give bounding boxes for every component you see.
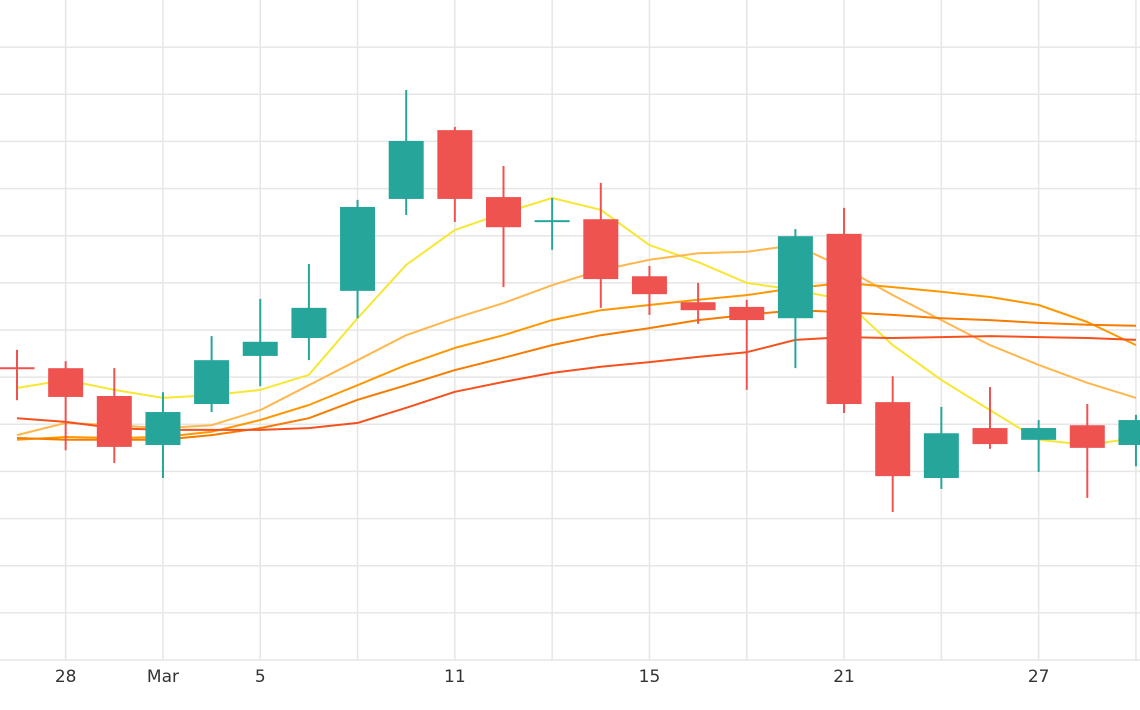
candle-body xyxy=(437,130,473,199)
candle-body xyxy=(923,433,959,479)
x-tick-label: 28 xyxy=(55,667,77,687)
moving-average-line xyxy=(16,309,1137,441)
x-tick-label: 27 xyxy=(1028,667,1050,687)
candle-body xyxy=(486,197,521,228)
moving-average-line xyxy=(16,335,1137,431)
candle-body xyxy=(583,219,619,280)
candle-body xyxy=(96,396,132,447)
moving-average-line xyxy=(16,244,1137,437)
candle-body xyxy=(194,360,230,405)
x-tick-label: 15 xyxy=(639,667,661,687)
candle-body xyxy=(972,428,1008,445)
candle-body xyxy=(777,236,813,319)
x-tick-label: 21 xyxy=(833,667,855,687)
candle-body xyxy=(388,140,424,199)
candle-body xyxy=(242,341,278,356)
candle-body xyxy=(48,368,84,397)
candle-body xyxy=(680,302,716,311)
candle-body xyxy=(1021,428,1057,440)
candle-body xyxy=(145,412,181,446)
candle-body xyxy=(826,233,862,405)
x-tick-label: Mar xyxy=(147,667,179,687)
moving-average-line xyxy=(16,281,1137,441)
x-axis: 28 Mar 5 11 15 21 27 xyxy=(55,667,1050,687)
candle-body xyxy=(291,307,327,339)
x-tick-label: 11 xyxy=(444,667,466,687)
candle-body xyxy=(340,206,376,291)
candle-body xyxy=(0,367,35,370)
candle-body xyxy=(631,276,667,295)
candles xyxy=(0,90,1140,512)
grid xyxy=(0,0,1140,661)
candle-body xyxy=(534,220,570,223)
candle-body xyxy=(875,402,911,477)
candle-body xyxy=(1118,420,1140,446)
x-tick-label: 5 xyxy=(255,667,266,687)
candle-body xyxy=(729,306,765,321)
candle-body xyxy=(1069,425,1105,448)
